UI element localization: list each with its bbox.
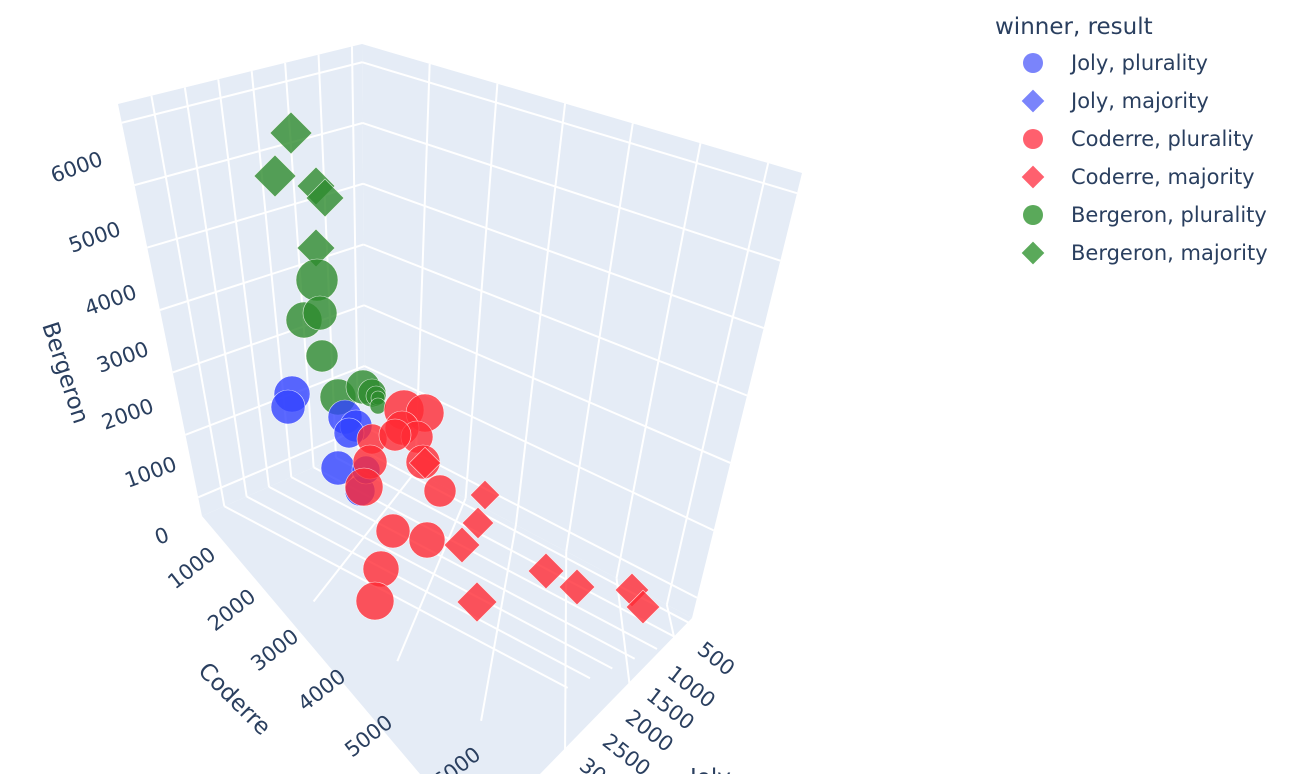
floor xyxy=(202,445,692,774)
diamond-marker-icon xyxy=(1021,89,1045,113)
svg-text:3000: 3000 xyxy=(246,624,303,676)
svg-text:2000: 2000 xyxy=(99,394,157,435)
legend: winner, result Joly, plurality Joly, maj… xyxy=(995,14,1268,272)
svg-text:1000: 1000 xyxy=(122,452,180,493)
legend-item-coderre-plurality[interactable]: Coderre, plurality xyxy=(995,120,1268,158)
diamond-marker[interactable] xyxy=(253,154,297,198)
svg-text:5000: 5000 xyxy=(66,217,124,258)
circle-marker[interactable] xyxy=(302,295,338,331)
svg-text:1000: 1000 xyxy=(163,542,220,594)
circle-marker[interactable] xyxy=(378,418,412,452)
circle-marker-icon xyxy=(1023,129,1043,149)
circle-marker[interactable] xyxy=(355,581,395,621)
circle-marker[interactable] xyxy=(369,397,387,415)
diamond-marker[interactable] xyxy=(443,526,481,564)
diamond-marker-icon xyxy=(1021,165,1045,189)
diamond-marker[interactable] xyxy=(558,568,596,606)
diamond-marker[interactable] xyxy=(408,446,442,480)
diamond-marker[interactable] xyxy=(305,178,345,218)
circle-marker[interactable] xyxy=(423,474,457,508)
svg-text:2000: 2000 xyxy=(203,584,260,636)
svg-text:6000: 6000 xyxy=(48,147,106,188)
diamond-marker[interactable] xyxy=(461,506,495,540)
legend-item-bergeron-plurality[interactable]: Bergeron, plurality xyxy=(995,196,1268,234)
circle-marker-icon xyxy=(1023,205,1043,225)
legend-item-joly-plurality[interactable]: Joly, plurality xyxy=(995,44,1268,82)
markers[interactable] xyxy=(253,111,661,625)
svg-text:3000: 3000 xyxy=(94,337,152,378)
circle-marker[interactable] xyxy=(305,339,339,373)
svg-text:500: 500 xyxy=(693,637,739,681)
diamond-marker[interactable] xyxy=(469,479,501,511)
circle-marker[interactable] xyxy=(270,389,306,425)
legend-item-coderre-majority[interactable]: Coderre, majority xyxy=(995,158,1268,196)
diamond-marker-icon xyxy=(1021,241,1045,265)
circle-marker-icon xyxy=(1023,53,1043,73)
diamond-marker[interactable] xyxy=(625,589,661,625)
svg-text:0: 0 xyxy=(152,523,173,550)
legend-title: winner, result xyxy=(995,14,1153,40)
diamond-marker[interactable] xyxy=(527,552,565,590)
circle-marker[interactable] xyxy=(408,521,446,559)
legend-item-bergeron-majority[interactable]: Bergeron, majority xyxy=(995,234,1268,272)
circle-marker[interactable] xyxy=(344,467,384,507)
legend-item-joly-majority[interactable]: Joly, majority xyxy=(995,82,1268,120)
circle-marker[interactable] xyxy=(375,513,411,549)
svg-text:4000: 4000 xyxy=(82,280,140,321)
circle-marker[interactable] xyxy=(362,550,400,588)
diamond-marker[interactable] xyxy=(456,581,498,623)
z-axis-title: Bergeron xyxy=(36,319,93,427)
circle-marker[interactable] xyxy=(295,258,339,302)
diamond-marker[interactable] xyxy=(269,111,313,155)
x-axis-title: Joly xyxy=(688,765,731,774)
